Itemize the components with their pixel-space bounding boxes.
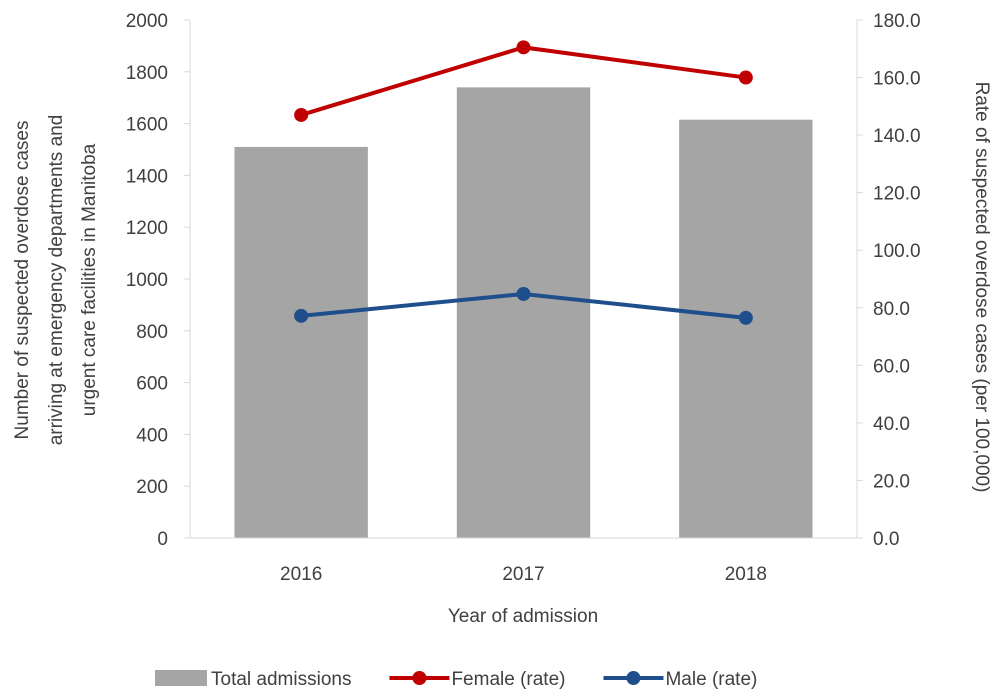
bar-2017 <box>456 87 591 538</box>
right-axis-ticks: 0.0 20.0 40.0 60.0 80.0 100.0 120.0 140.0 160.0 1… <box>857 11 921 550</box>
left-tick-label: 200 <box>136 477 168 498</box>
left-tick-label: 1200 <box>126 218 168 239</box>
left-tick-label: 1600 <box>126 115 168 136</box>
legend: Total admissions Female (rate) Male (rate) <box>155 669 757 690</box>
left-axis-ticks: 0 200 400 600 800 1000 1200 1400 1600 1800 2000 <box>126 11 190 550</box>
legend-item-total-admissions: Total admissions <box>155 669 351 690</box>
right-tick-label: 20.0 <box>873 471 910 492</box>
legend-label: Male (rate) <box>665 669 757 690</box>
female-rate-point-2018 <box>738 70 753 85</box>
x-tick-label: 2016 <box>280 564 322 585</box>
male-rate-point-2016 <box>294 308 309 323</box>
male-rate-point-2017 <box>516 286 531 301</box>
right-tick-label: 160.0 <box>873 69 921 90</box>
right-tick-label: 140.0 <box>873 126 921 147</box>
left-tick-label: 2000 <box>126 11 168 32</box>
right-tick-label: 100.0 <box>873 241 921 262</box>
left-tick-label: 0 <box>157 529 168 550</box>
left-tick-label: 1000 <box>126 270 168 291</box>
legend-label: Female (rate) <box>451 669 565 690</box>
right-tick-label: 120.0 <box>873 184 921 205</box>
female-rate-point-2017 <box>516 40 531 55</box>
right-tick-label: 0.0 <box>873 529 899 550</box>
male-rate-point-2018 <box>738 310 753 325</box>
female-rate-point-2016 <box>294 107 309 122</box>
left-axis-title-line-3: urgent care facilities in Manitoba <box>79 143 100 416</box>
legend-item-female-rate: Female (rate) <box>389 669 565 690</box>
right-tick-label: 40.0 <box>873 414 910 435</box>
left-axis-title-line-1: Number of suspected overdose cases <box>12 121 33 440</box>
legend-item-male-rate: Male (rate) <box>603 669 757 690</box>
legend-swatch-marker <box>626 671 641 685</box>
bars-layer <box>234 87 813 538</box>
lines-layer <box>294 40 753 325</box>
left-tick-label: 1800 <box>126 63 168 84</box>
right-tick-label: 80.0 <box>873 299 910 320</box>
x-axis-ticks: 2016 2017 2018 <box>280 564 767 585</box>
right-tick-label: 60.0 <box>873 356 910 377</box>
x-tick-label: 2017 <box>502 564 544 585</box>
left-tick-label: 600 <box>136 374 168 395</box>
legend-label: Total admissions <box>211 669 351 690</box>
bar-2018 <box>679 119 813 538</box>
legend-swatch <box>155 670 207 686</box>
x-axis-title: Year of admission <box>448 606 598 627</box>
right-tick-label: 180.0 <box>873 11 921 32</box>
bar-2016 <box>234 146 368 538</box>
left-tick-label: 800 <box>136 322 168 343</box>
left-axis-title-line-2: arriving at emergency departments and <box>46 115 67 446</box>
left-tick-label: 400 <box>136 425 168 446</box>
left-tick-label: 1400 <box>126 166 168 187</box>
left-axis-title: Number of suspected overdose cases arriv… <box>12 115 100 446</box>
right-axis-title: Rate of suspected overdose cases (per 10… <box>971 82 992 493</box>
x-tick-label: 2018 <box>725 564 767 585</box>
legend-swatch-marker <box>412 671 427 685</box>
